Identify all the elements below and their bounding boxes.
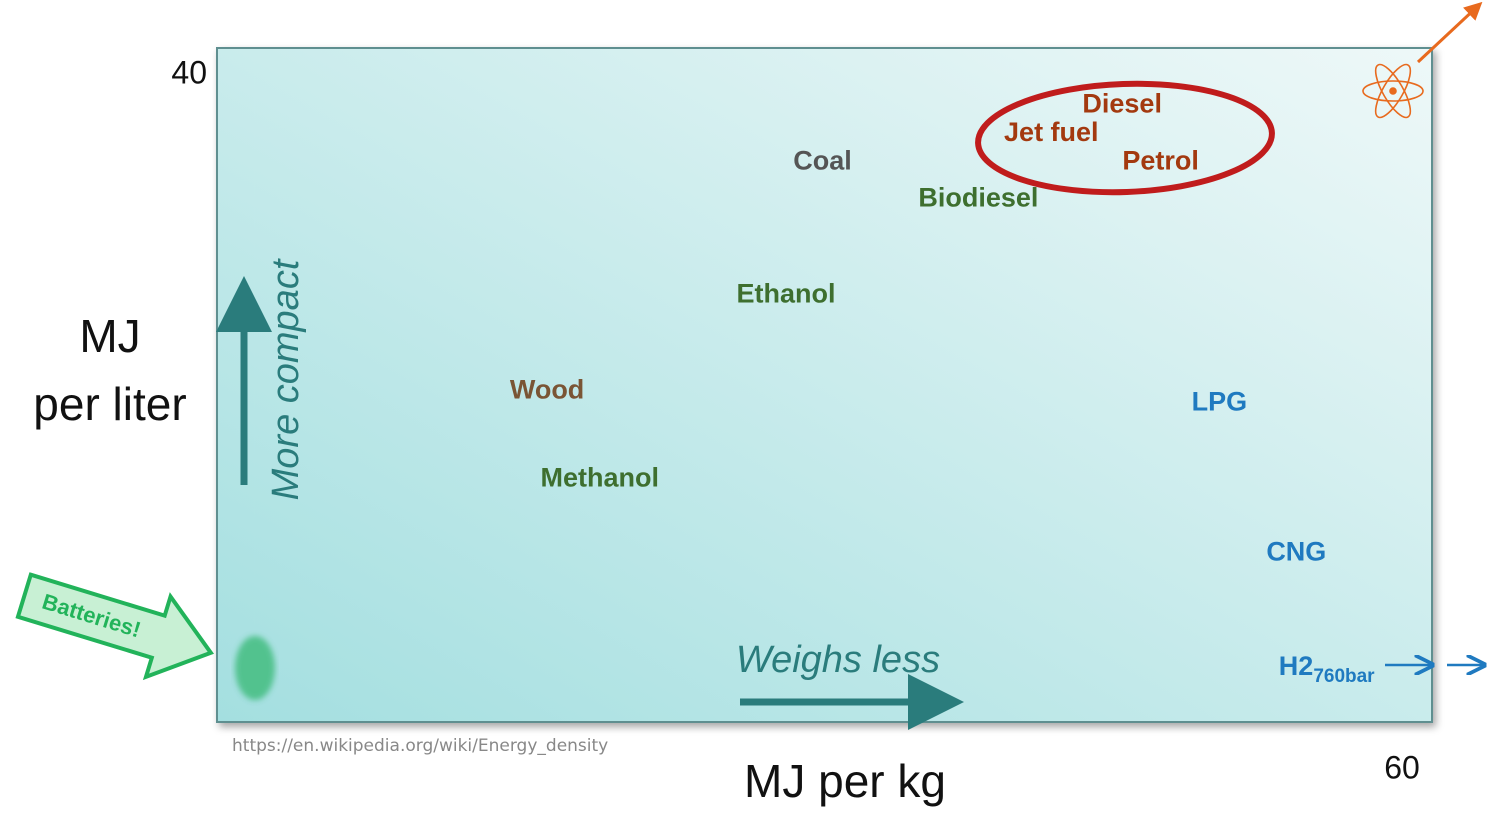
off-chart-arrow [1416, 1, 1483, 64]
point-label: Coal [793, 146, 852, 176]
label-text: Wood [510, 375, 584, 405]
point-label: Diesel [1082, 88, 1162, 118]
y-tick-label: 40 [171, 54, 207, 90]
y-hint: More compact [265, 258, 307, 500]
point-label: Methanol [540, 462, 659, 492]
label-text: Diesel [1082, 88, 1162, 118]
point-label: Jet fuel [1004, 117, 1099, 147]
label-text: Biodiesel [918, 183, 1038, 213]
x-axis-label: MJ per kg [744, 755, 946, 807]
label-text: Petrol [1122, 146, 1199, 176]
highlight-ellipse [975, 80, 1275, 196]
label-text: LPG [1192, 387, 1248, 417]
atom-icon [1362, 63, 1424, 119]
point-label: Biodiesel [918, 183, 1038, 213]
y-axis-label: MJ [79, 310, 140, 362]
label-subscript: 760bar [1313, 666, 1375, 687]
label-text: Methanol [540, 462, 659, 492]
point-label: LPG [1192, 387, 1248, 417]
point-label: Petrol [1122, 146, 1199, 176]
point-label: CNG [1266, 537, 1326, 567]
label-text: Ethanol [737, 279, 836, 309]
batteries-blob [235, 636, 275, 700]
plot-area [216, 47, 1433, 723]
label-text: CNG [1266, 537, 1326, 567]
point-label: Ethanol [737, 279, 836, 309]
point-label: H2760bar [1279, 651, 1375, 687]
batteries-arrow: Batteries! [15, 572, 215, 681]
point-label: Wood [510, 375, 584, 405]
x-tick-label: 60 [1384, 749, 1420, 785]
label-text: Jet fuel [1004, 117, 1099, 147]
source: https://en.wikipedia.org/wiki/Energy_den… [232, 736, 608, 756]
label-text: Coal [793, 146, 852, 176]
label-text: H2 [1279, 651, 1314, 681]
x-hint: Weighs less [736, 639, 940, 681]
y-axis-label: per liter [33, 378, 186, 430]
